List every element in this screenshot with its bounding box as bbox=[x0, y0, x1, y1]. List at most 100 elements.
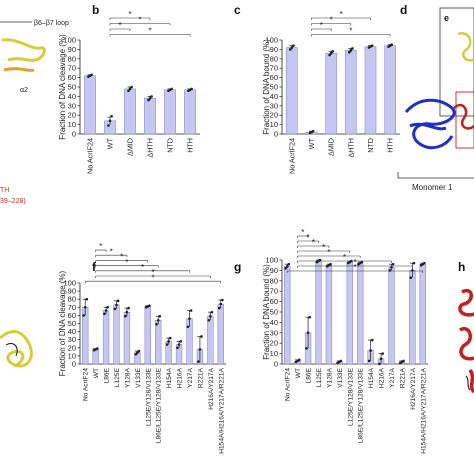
category-label: WT bbox=[307, 137, 316, 149]
y-tick-label: 40 bbox=[270, 92, 278, 101]
data-point bbox=[347, 50, 351, 54]
red-ribbon-h bbox=[458, 288, 474, 394]
category-label: H216A/Y217A bbox=[410, 367, 417, 409]
category-label: V133E bbox=[135, 367, 142, 387]
category-label: R221A bbox=[197, 367, 204, 388]
significance-star: * bbox=[151, 273, 154, 282]
data-point bbox=[197, 360, 200, 363]
data-point bbox=[186, 325, 190, 329]
data-point bbox=[411, 269, 414, 272]
bar bbox=[144, 98, 156, 135]
bar bbox=[409, 270, 416, 365]
panel-letter-d: d bbox=[400, 3, 407, 17]
data-point bbox=[134, 352, 138, 356]
y-tick-label: 100 bbox=[265, 36, 278, 45]
data-point bbox=[137, 349, 141, 353]
significance-star: * bbox=[125, 258, 128, 267]
data-point bbox=[83, 306, 87, 309]
significance-star: * bbox=[353, 263, 356, 272]
category-label: Y217A bbox=[389, 367, 396, 387]
y-tick-label: 90 bbox=[68, 45, 76, 54]
data-point bbox=[150, 95, 153, 98]
category-label: L125E bbox=[114, 367, 121, 387]
category-label: ΔHTH bbox=[146, 138, 155, 158]
bar bbox=[346, 261, 353, 365]
data-point bbox=[390, 43, 394, 46]
monomer-label: Monomer 1 bbox=[412, 183, 453, 192]
category-label: WT bbox=[295, 368, 302, 378]
data-point bbox=[209, 314, 212, 318]
significance-star: * bbox=[141, 263, 144, 272]
data-point bbox=[290, 46, 294, 49]
y-tick-label: 70 bbox=[68, 64, 76, 73]
significance-star: * bbox=[138, 16, 141, 25]
panel-a-structure: β6–β7 loop α2 TH 39–228) bbox=[0, 20, 69, 205]
data-point bbox=[200, 335, 203, 338]
blue-ribbon-d bbox=[404, 98, 456, 150]
data-point bbox=[351, 47, 354, 50]
y-tick-label: 50 bbox=[270, 308, 278, 317]
category-label: H154A bbox=[368, 367, 375, 388]
y-tick-label: 10 bbox=[68, 351, 76, 360]
data-point bbox=[219, 302, 223, 306]
data-point bbox=[103, 312, 106, 316]
data-point bbox=[311, 129, 315, 133]
data-point bbox=[284, 267, 287, 270]
category-label: No AcrIF24 bbox=[83, 368, 90, 401]
y-tick-label: 20 bbox=[68, 111, 76, 120]
category-label: ΔMID bbox=[126, 138, 135, 156]
y-tick-label: 50 bbox=[270, 83, 278, 92]
panel-letter-c: c bbox=[234, 3, 241, 17]
significance-star: * bbox=[118, 21, 121, 30]
loop-label: β6–β7 loop bbox=[34, 20, 69, 27]
bar bbox=[207, 315, 214, 365]
data-point bbox=[331, 49, 335, 53]
y-tick-label: 50 bbox=[68, 319, 76, 328]
monomer-bracket bbox=[397, 172, 474, 179]
data-point bbox=[130, 85, 133, 89]
data-point bbox=[379, 357, 383, 361]
data-point bbox=[210, 310, 214, 314]
highlight-box-red bbox=[455, 91, 474, 149]
data-point bbox=[95, 347, 99, 350]
category-label: HTH bbox=[386, 138, 395, 153]
data-point bbox=[147, 98, 150, 102]
significance-star: * bbox=[353, 258, 356, 267]
y-tick-label: 90 bbox=[270, 266, 278, 275]
data-point bbox=[308, 315, 311, 319]
significance-star: * bbox=[151, 268, 154, 277]
category-label: HTH bbox=[186, 138, 195, 153]
y-tick-label: 20 bbox=[270, 339, 278, 348]
data-point bbox=[110, 114, 113, 118]
data-point bbox=[207, 318, 211, 322]
significance-star: * bbox=[327, 248, 330, 257]
data-point bbox=[155, 323, 158, 326]
data-point bbox=[412, 261, 416, 265]
data-point bbox=[297, 358, 301, 362]
category-label: L125E/Y128/V133E bbox=[145, 367, 152, 426]
bar bbox=[123, 311, 131, 365]
category-label: NTD bbox=[366, 138, 375, 153]
bar bbox=[325, 52, 337, 135]
panel-d-structure: d e Monomer 1 bbox=[397, 3, 474, 192]
y-tick-label: 100 bbox=[63, 36, 76, 45]
y-tick-label: 50 bbox=[68, 83, 76, 92]
y-tick-label: 80 bbox=[270, 276, 278, 285]
bar bbox=[388, 267, 395, 365]
data-point bbox=[106, 306, 109, 309]
data-point bbox=[390, 265, 393, 269]
data-point bbox=[409, 276, 413, 279]
category-label: H154A bbox=[166, 367, 173, 388]
y-tick-label: 60 bbox=[68, 73, 76, 82]
bar bbox=[84, 75, 96, 135]
data-point bbox=[82, 314, 85, 317]
bar bbox=[286, 47, 298, 135]
data-point bbox=[190, 87, 193, 91]
yellow-ribbon-a bbox=[1, 38, 46, 62]
bar bbox=[284, 265, 291, 365]
significance-star: * bbox=[120, 253, 123, 262]
data-point bbox=[328, 53, 331, 57]
y-axis-label: Fraction of DNA cleavage (%) bbox=[58, 34, 67, 140]
data-point bbox=[189, 309, 193, 312]
data-point bbox=[125, 310, 129, 314]
